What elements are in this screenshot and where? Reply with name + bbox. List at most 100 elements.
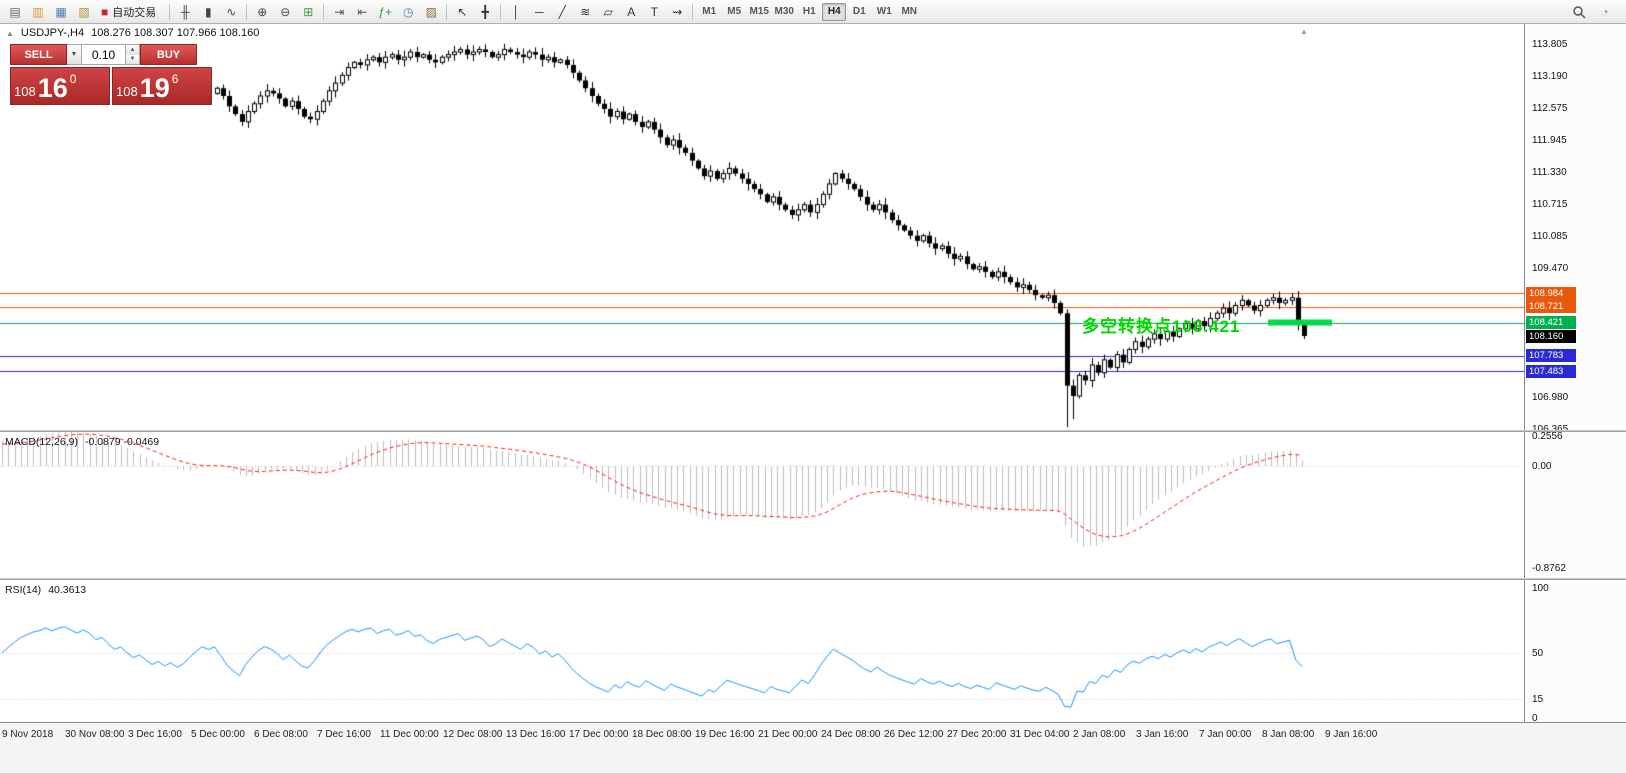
- candlestick-mode-button[interactable]: ▮: [197, 2, 219, 22]
- sell-price-panel[interactable]: 108 16 0: [10, 67, 110, 105]
- rsi-scale-label: 15: [1532, 693, 1544, 705]
- time-axis-label: 3 Dec 16:00: [128, 729, 182, 740]
- toolbar-separator: [323, 3, 325, 20]
- price-scale-label: 113.805: [1532, 39, 1568, 50]
- volume-input[interactable]: [82, 44, 126, 65]
- indicators-list-button[interactable]: ƒ+: [374, 2, 396, 22]
- time-axis-label: 12 Dec 08:00: [443, 729, 503, 740]
- time-axis-label: 5 Dec 00:00: [191, 729, 245, 740]
- time-axis-label: 24 Dec 08:00: [821, 729, 881, 740]
- price-chart-canvas[interactable]: [0, 24, 1524, 430]
- chart-window-button[interactable]: ▦: [50, 2, 72, 22]
- price-axis[interactable]: 113.805 113.190 112.575 111.945 111.330 110.7…: [1524, 24, 1626, 724]
- expert-advisors-icon: ▧: [78, 4, 90, 19]
- new-order-button[interactable]: ▥: [27, 2, 49, 22]
- timeframe-m30-button[interactable]: M30: [774, 6, 794, 17]
- sell-button[interactable]: SELL: [10, 44, 67, 65]
- fibonacci-tool-icon: ≋: [580, 4, 591, 19]
- community-button[interactable]: ◔: [1594, 2, 1616, 22]
- arrows-tool-icon: ⇝: [672, 4, 683, 19]
- trendline-tool-button[interactable]: ╱: [551, 2, 573, 22]
- crosshair-tool-button[interactable]: ╋: [474, 2, 496, 22]
- pane-separator[interactable]: [0, 578, 1626, 580]
- text-tool-icon: A: [627, 4, 636, 19]
- timeframe-h4-button[interactable]: H4: [822, 2, 847, 21]
- quick-search-button[interactable]: [1568, 2, 1590, 22]
- vertical-line-tool-button[interactable]: │: [505, 2, 527, 22]
- chart-shift-marker-icon[interactable]: ▲: [1300, 27, 1308, 36]
- fibonacci-tool-button[interactable]: ≋: [574, 2, 596, 22]
- timeframe-m5-button[interactable]: M5: [727, 6, 742, 17]
- line-chart-mode-icon: ∿: [226, 4, 237, 19]
- chart-title-bar: ▲ USDJPY-,H4 108.276 108.307 107.966 108…: [6, 27, 259, 39]
- time-axis-label: 19 Dec 16:00: [695, 729, 755, 740]
- macd-indicator-canvas[interactable]: [0, 432, 1524, 578]
- auto-scroll-button[interactable]: ⇥: [328, 2, 350, 22]
- line-chart-mode-button[interactable]: ∿: [220, 2, 242, 22]
- zoom-out-button[interactable]: ⊖: [274, 2, 296, 22]
- time-axis-label: 7 Jan 00:00: [1199, 729, 1252, 740]
- timeframe-m1-button[interactable]: M1: [702, 6, 717, 17]
- timeframe-d1-button[interactable]: D1: [852, 6, 866, 17]
- quick-search-icon: [1573, 5, 1586, 19]
- shapes-tool-icon: ▱: [603, 4, 613, 19]
- toolbar-right-group: ◔: [1568, 2, 1622, 22]
- price-line-tag: 107.783: [1526, 349, 1576, 363]
- one-click-trading-panel: SELL ▼ ▲ ▼ BUY 108 16 0 108 19 6: [10, 44, 212, 105]
- time-axis-label: 17 Dec 00:00: [569, 729, 629, 740]
- time-axis-label: 27 Dec 20:00: [947, 729, 1007, 740]
- crosshair-tool-icon: ╋: [481, 4, 489, 19]
- buy-price-prefix: 108: [116, 84, 138, 99]
- pane-separator[interactable]: [0, 430, 1626, 432]
- label-tool-button[interactable]: T: [643, 2, 665, 22]
- shapes-tool-button[interactable]: ▱: [597, 2, 619, 22]
- reversal-point-annotation[interactable]: 多空转换点108.421: [1082, 317, 1241, 336]
- zoom-in-button[interactable]: ⊕: [251, 2, 273, 22]
- macd-name: MACD(12,26,9): [5, 436, 78, 448]
- text-tool-button[interactable]: A: [620, 2, 642, 22]
- volume-dropdown-icon[interactable]: ▼: [67, 44, 82, 65]
- toolbar-separator: [246, 3, 248, 20]
- chart-window: ▲ USDJPY-,H4 108.276 108.307 107.966 108…: [0, 24, 1626, 773]
- volume-step-down-icon[interactable]: ▼: [126, 54, 139, 64]
- zoom-out-icon: ⊖: [280, 4, 291, 19]
- chart-ohlc-values: 108.276 108.307 107.966 108.160: [91, 27, 260, 39]
- toolbar: ▤ ▥ ▦ ▧ ■ 自动交易 ╫ ▮ ∿ ⊕ ⊖ ⊞ ⇥ ⇤ ƒ+ ◷ ▨ ↖ ╋ │ ─ ╱ ≋ ▱ A T ⇝ M1 M5 M15 M3…: [0, 0, 1626, 24]
- time-axis-label: 31 Dec 04:00: [1010, 729, 1070, 740]
- time-axis-label: 26 Dec 12:00: [884, 729, 944, 740]
- autotrading-button[interactable]: ■ 自动交易: [96, 2, 165, 22]
- expert-advisors-button[interactable]: ▧: [73, 2, 95, 22]
- buy-price-panel[interactable]: 108 19 6: [112, 67, 212, 105]
- chart-shift-button[interactable]: ⇤: [351, 2, 373, 22]
- price-line-tag: 108.421: [1526, 316, 1576, 329]
- timeframe-h1-button[interactable]: H1: [802, 6, 816, 17]
- volume-step-up-icon[interactable]: ▲: [126, 45, 139, 55]
- cursor-tool-button[interactable]: ↖: [451, 2, 473, 22]
- buy-button[interactable]: BUY: [140, 44, 197, 65]
- chart-window-icon: ▦: [55, 4, 67, 19]
- chart-symbol-period: USDJPY-,H4: [20, 27, 85, 39]
- auto-scroll-icon: ⇥: [334, 4, 345, 19]
- tile-windows-button[interactable]: ⊞: [297, 2, 319, 22]
- bar-chart-mode-button[interactable]: ╫: [174, 2, 196, 22]
- rsi-scale-label: 0: [1532, 713, 1538, 724]
- tile-windows-icon: ⊞: [303, 4, 314, 19]
- timeframe-m15-button[interactable]: M15: [749, 6, 769, 17]
- time-axis-label: 30 Nov 08:00: [65, 729, 125, 740]
- vertical-line-tool-icon: │: [512, 4, 521, 19]
- timeframe-w1-button[interactable]: W1: [876, 6, 892, 17]
- candlestick-mode-icon: ▮: [204, 4, 212, 19]
- volume-stepper[interactable]: ▲ ▼: [126, 44, 140, 65]
- horizontal-line-tool-button[interactable]: ─: [528, 2, 550, 22]
- template-selector-button[interactable]: ▨: [420, 2, 442, 22]
- sell-price-pip: 0: [69, 72, 77, 86]
- time-axis[interactable]: 9 Nov 2018 30 Nov 08:00 3 Dec 16:00 5 Dec 0…: [0, 722, 1626, 773]
- time-axis-label: 21 Dec 00:00: [758, 729, 818, 740]
- arrows-tool-button[interactable]: ⇝: [666, 2, 688, 22]
- file-menu-button[interactable]: ▤: [4, 2, 26, 22]
- rsi-indicator-canvas[interactable]: [0, 580, 1524, 722]
- timeframe-mn-button[interactable]: MN: [901, 6, 918, 17]
- period-selector-button[interactable]: ◷: [397, 2, 419, 22]
- sell-price-prefix: 108: [14, 84, 36, 99]
- one-click-collapse-icon[interactable]: ▲: [6, 28, 14, 38]
